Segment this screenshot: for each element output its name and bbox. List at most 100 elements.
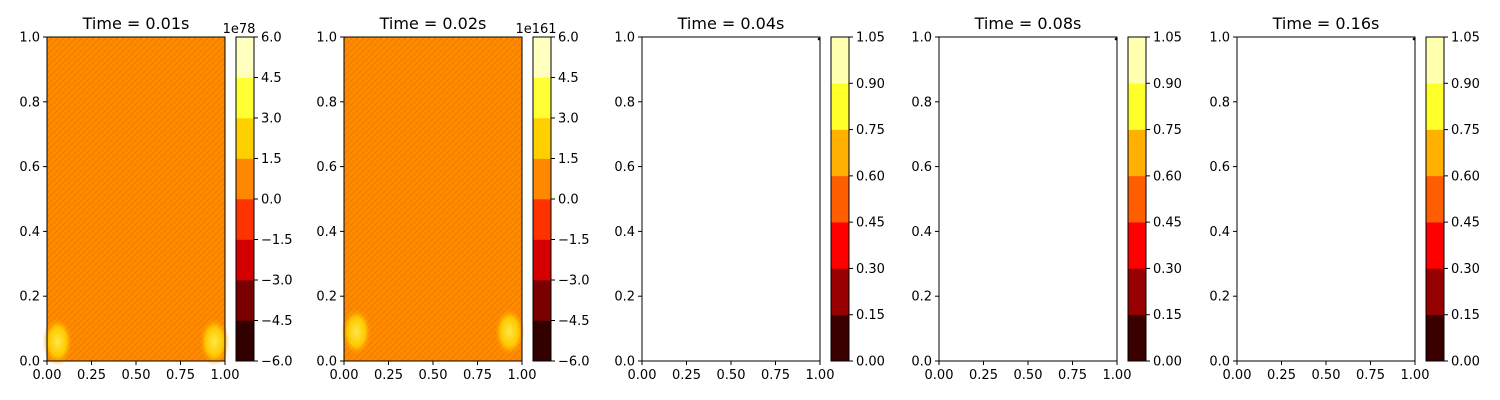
y-tick-label: 0.6 xyxy=(19,160,40,175)
colorbar-tick-label: 0.75 xyxy=(856,123,885,138)
x-tick-label: 0.25 xyxy=(672,368,701,383)
chart-panel: Time = 0.02s 0.00 0.25 0.50 0.75 1.00 0.0 0.2 0.… xyxy=(316,14,589,383)
colorbar-tick-label: 0.45 xyxy=(856,216,885,231)
y-tick-label: 0.4 xyxy=(19,225,40,240)
y-tick-label: 0.6 xyxy=(614,160,635,175)
y-tick-label: 1.0 xyxy=(614,31,635,46)
colorbar-band xyxy=(533,37,551,78)
x-tick-label: 0.50 xyxy=(1312,368,1341,383)
colorbar-band xyxy=(533,320,551,362)
y-tick-label: 0.0 xyxy=(1209,355,1230,370)
y-tick-label: 0.4 xyxy=(911,225,932,240)
y-tick-label: 0.4 xyxy=(614,225,635,240)
y-tick-label: 0.4 xyxy=(316,225,337,240)
y-tick-label: 0.8 xyxy=(1209,95,1230,110)
contour-field xyxy=(47,37,225,361)
x-tick-label: 0.75 xyxy=(463,368,492,383)
y-tick-label: 0.2 xyxy=(614,290,635,305)
y-tick-label: 1.0 xyxy=(911,31,932,46)
colorbar-band xyxy=(236,239,254,281)
x-tick-label: 0.00 xyxy=(33,368,62,383)
colorbar-tick-label: 0.75 xyxy=(1153,123,1182,138)
chart-title: Time = 0.08s xyxy=(974,14,1082,33)
y-tick-label: 1.0 xyxy=(19,31,40,46)
colorbar-band xyxy=(1128,268,1146,316)
y-tick-label: 0.2 xyxy=(316,290,337,305)
colorbar-band xyxy=(1426,314,1444,362)
colorbar-band xyxy=(1128,129,1146,177)
x-tick-label: 0.75 xyxy=(1058,368,1087,383)
contour-field xyxy=(344,37,522,361)
colorbar-band xyxy=(1426,83,1444,130)
colorbar-tick-label: 1.5 xyxy=(261,152,282,167)
y-tick-label: 0.0 xyxy=(614,355,635,370)
colorbar-band xyxy=(831,129,849,177)
x-tick-label: 0.75 xyxy=(761,368,790,383)
x-tick-label: 0.00 xyxy=(628,368,657,383)
colorbar-multiplier: 1e161 xyxy=(515,22,556,37)
colorbar-tick-label: 0.90 xyxy=(1153,77,1182,92)
colorbar-tick-label: −6.0 xyxy=(558,355,590,370)
colorbar-tick-label: 0.75 xyxy=(1451,123,1480,138)
colorbar-band xyxy=(1128,314,1146,362)
colorbar-tick-label: 4.5 xyxy=(261,71,282,86)
hotspot xyxy=(42,317,73,366)
colorbar-tick-label: 3.0 xyxy=(261,112,282,127)
y-tick-label: 0.6 xyxy=(316,160,337,175)
colorbar-band xyxy=(533,239,551,281)
y-tick-label: 0.0 xyxy=(19,355,40,370)
colorbar-tick-label: 0.60 xyxy=(1153,169,1182,184)
colorbar-band xyxy=(236,37,254,78)
y-tick-label: 0.0 xyxy=(911,355,932,370)
chart-title: Time = 0.02s xyxy=(379,14,487,33)
colorbar-tick-label: −6.0 xyxy=(261,355,293,370)
hotspot xyxy=(341,307,372,356)
colorbar-tick-label: 1.05 xyxy=(1451,31,1480,46)
colorbar-band xyxy=(831,37,849,84)
x-tick-label: 0.75 xyxy=(166,368,195,383)
colorbar-band xyxy=(1426,222,1444,269)
x-tick-label: 0.75 xyxy=(1356,368,1385,383)
chart-panel: Time = 0.08s 0.00 0.25 0.50 0.75 1.00 0.0 0.2 0.… xyxy=(911,14,1182,383)
colorbar-band xyxy=(831,314,849,362)
colorbar-band xyxy=(1128,83,1146,130)
colorbar-tick-label: −3.0 xyxy=(558,274,590,289)
colorbar-tick-label: 0.60 xyxy=(856,169,885,184)
contour-field xyxy=(1237,37,1415,361)
chart-title: Time = 0.16s xyxy=(1272,14,1380,33)
colorbar-tick-label: 0.90 xyxy=(856,77,885,92)
colorbar-band xyxy=(236,280,254,321)
colorbar-frame xyxy=(1127,36,1147,362)
colorbar-tick-label: −3.0 xyxy=(261,274,293,289)
chart-panel: Time = 0.16s 0.00 0.25 0.50 0.75 1.00 0.0 0.2 0.… xyxy=(1209,14,1480,383)
colorbar-tick-label: 6.0 xyxy=(558,31,579,46)
y-tick-label: 0.8 xyxy=(316,95,337,110)
y-tick-label: 0.0 xyxy=(316,355,337,370)
colorbar-band xyxy=(236,158,254,200)
colorbar-band xyxy=(831,83,849,130)
colorbar-band xyxy=(533,158,551,200)
x-tick-label: 0.00 xyxy=(330,368,359,383)
corner-marker xyxy=(1114,37,1118,41)
colorbar-band xyxy=(236,77,254,119)
x-tick-label: 1.00 xyxy=(508,368,537,383)
colorbar-tick-label: 0.00 xyxy=(1153,355,1182,370)
colorbar-band xyxy=(236,118,254,159)
colorbar-band xyxy=(1426,37,1444,84)
colorbar-tick-label: 1.5 xyxy=(558,152,579,167)
y-tick-label: 0.4 xyxy=(1209,225,1230,240)
colorbar-band xyxy=(1128,175,1146,223)
colorbar-tick-label: −1.5 xyxy=(261,233,293,248)
colorbar-tick-label: 1.05 xyxy=(1153,31,1182,46)
colorbar-tick-label: 0.00 xyxy=(1451,355,1480,370)
chart-panel: Time = 0.01s 0.00 0.25 0.50 0.75 1.00 0.0 0.2 0.… xyxy=(19,14,292,383)
y-tick-label: 0.8 xyxy=(19,95,40,110)
corner-marker xyxy=(1412,37,1416,41)
colorbar-tick-label: 0.0 xyxy=(261,193,282,208)
x-tick-label: 0.00 xyxy=(925,368,954,383)
colorbar-tick-label: 0.15 xyxy=(1153,308,1182,323)
colorbar-band xyxy=(1128,222,1146,269)
colorbar-tick-label: 0.0 xyxy=(558,193,579,208)
colorbar-band xyxy=(1426,268,1444,316)
